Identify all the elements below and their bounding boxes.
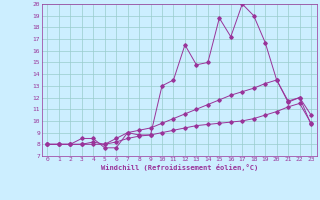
X-axis label: Windchill (Refroidissement éolien,°C): Windchill (Refroidissement éolien,°C) [100, 164, 258, 171]
